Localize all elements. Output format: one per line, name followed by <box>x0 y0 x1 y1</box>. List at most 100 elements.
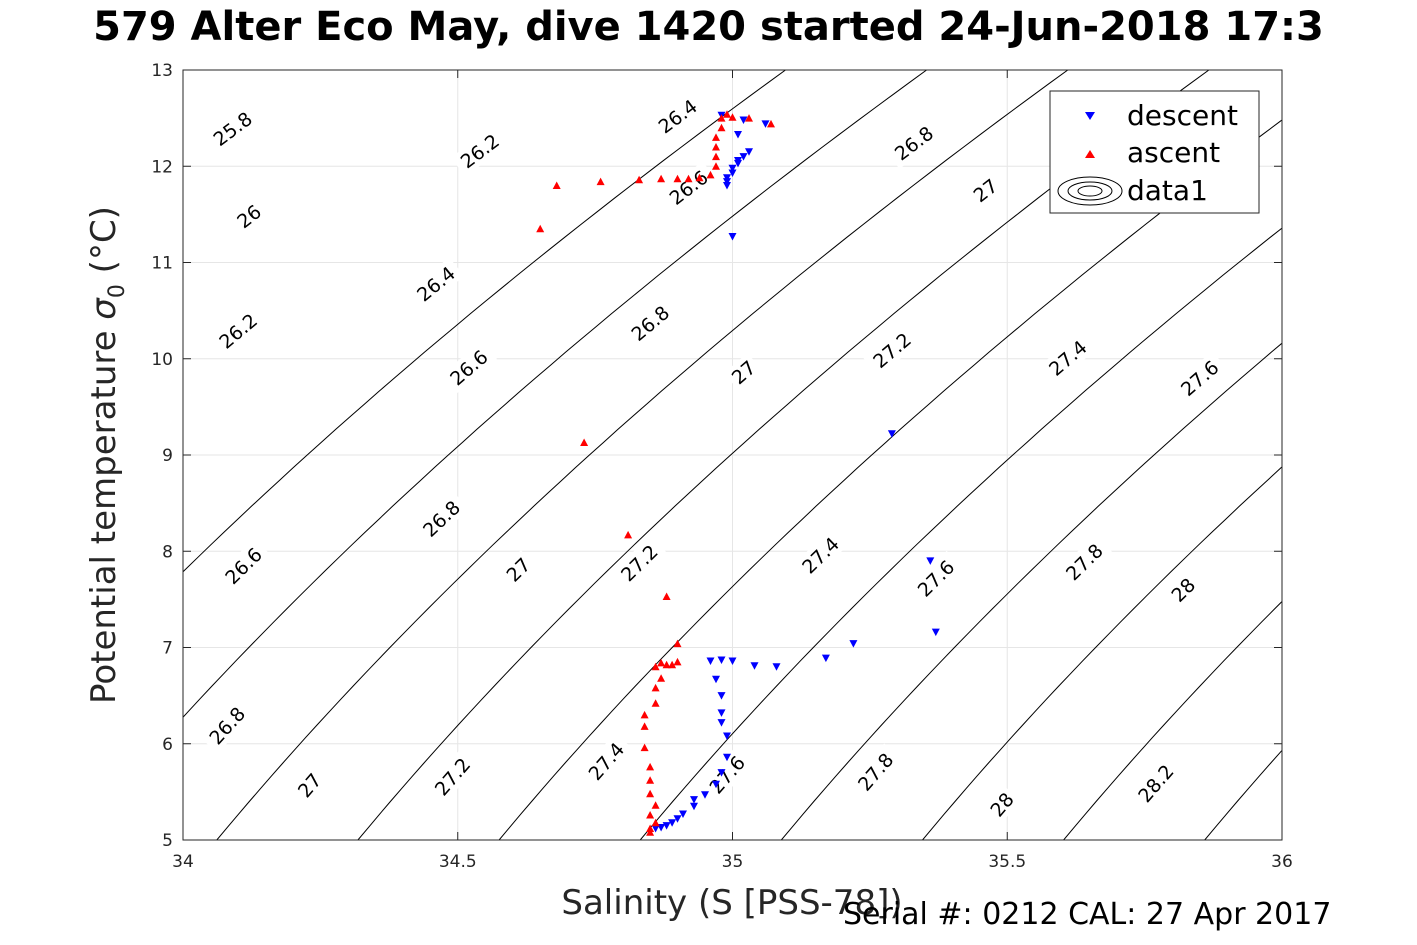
contour-label-bg <box>1163 570 1203 610</box>
contour-label-bg <box>1171 351 1228 405</box>
ascent-point <box>706 170 715 179</box>
contour-label-group: 27.4 <box>579 732 633 790</box>
ascent-point <box>673 639 682 648</box>
ascent-point <box>640 722 649 730</box>
descent-point <box>717 656 726 664</box>
contour-label-group: 27.4 <box>792 527 849 583</box>
descent-point <box>706 657 715 665</box>
contour-label: 28 <box>986 789 1018 822</box>
x-tick-label: 36 <box>1271 852 1293 872</box>
ascent-point <box>646 824 655 832</box>
y-tick-label: 5 <box>162 831 173 851</box>
isopycnal-26.6 <box>639 227 1282 840</box>
contour-label-group: 27.8 <box>1056 534 1112 590</box>
contour-label-group: 27 <box>498 550 538 589</box>
contour-label-bg <box>700 746 754 803</box>
contour-label-bg <box>982 784 1021 824</box>
descent-point <box>668 819 677 827</box>
contour-label-bg <box>611 535 667 591</box>
ascent-point <box>651 801 660 809</box>
x-tick-label: 34 <box>172 852 194 872</box>
ascent-point <box>673 174 682 183</box>
y-axis-label-main: Potential temperature <box>84 320 124 704</box>
contour-label-group: 27 <box>965 171 1005 210</box>
descent-point <box>690 802 698 811</box>
y-tick-label: 13 <box>151 61 173 81</box>
descent-point <box>728 169 737 177</box>
contour-label-group: 27.2 <box>425 748 480 805</box>
y-tick-label: 10 <box>151 350 173 370</box>
descent-point <box>728 233 737 241</box>
ascent-point <box>651 699 660 707</box>
y-tick-label: 9 <box>162 446 173 466</box>
descent-point <box>734 157 742 165</box>
contour-label-group: 26.2 <box>209 304 267 358</box>
legend-ascent-label: ascent <box>1127 136 1220 169</box>
ascent-point <box>651 683 660 692</box>
ascent-point <box>712 133 720 141</box>
descent-point <box>728 657 737 665</box>
descent-point <box>772 663 781 671</box>
isopycnal-26 <box>216 70 1069 840</box>
contour-label-bg <box>621 296 679 350</box>
contour-label: 26 <box>233 201 266 233</box>
ascent-point <box>662 660 671 669</box>
ascent-point <box>646 776 655 784</box>
contour-label-bg <box>407 257 465 311</box>
ascent-point <box>662 592 671 600</box>
contour-label-group: 26.2 <box>450 125 509 177</box>
contour-label-group: 27.4 <box>1039 331 1097 385</box>
contour-label-bg <box>215 538 272 594</box>
contour-label-group: 27 <box>290 765 329 805</box>
ascent-point <box>640 743 649 752</box>
ascent-point <box>646 828 655 836</box>
contour-label-group: 26.6 <box>215 538 272 594</box>
descent-point <box>712 675 720 684</box>
descent-point <box>690 796 698 804</box>
contour-label-bg <box>425 748 480 805</box>
descent-point <box>931 628 940 637</box>
contour-label-bg <box>199 697 255 754</box>
descent-point <box>723 753 731 762</box>
descent-point <box>750 662 759 670</box>
ascent-point <box>712 152 720 161</box>
contour-label-bg <box>290 765 329 805</box>
y-tick-label: 12 <box>151 157 173 177</box>
descent-point <box>723 182 731 190</box>
ascent-point <box>657 674 666 682</box>
contour-label-group: 27.2 <box>611 535 667 591</box>
contour-label: 27 <box>970 175 1003 207</box>
x-tick-label: 35.5 <box>988 852 1026 872</box>
descent-point <box>651 825 660 833</box>
legend-descent-marker <box>1085 112 1095 120</box>
isopycnal-27 <box>922 466 1282 840</box>
contour-label-group: 26.8 <box>621 296 679 350</box>
ascent-point <box>695 173 704 182</box>
descent-point <box>926 557 935 565</box>
ascent-point <box>552 181 561 189</box>
isopycnal-26.8 <box>780 342 1282 840</box>
ascent-point <box>646 811 655 819</box>
contour-label-group: 26 <box>229 197 269 236</box>
contour-label: 28 <box>1167 574 1200 607</box>
ascent-point <box>712 143 720 151</box>
chart-title: 579 Alter Eco May, dive 1420 started 24-… <box>93 4 1324 50</box>
y-axis-label-sigma: σ <box>84 297 124 320</box>
contour-label-group: 26.6 <box>659 161 718 214</box>
ascent-point <box>640 710 649 719</box>
descent-point <box>887 430 896 438</box>
ascent-point <box>717 114 726 122</box>
contour-label: 27 <box>503 554 536 587</box>
contour-label-bg <box>203 102 262 155</box>
contour-label-bg <box>440 340 498 395</box>
descent-point <box>662 822 671 830</box>
descent-point <box>717 769 726 777</box>
contour-label-bg <box>863 323 921 377</box>
contour-label-bg <box>659 161 718 214</box>
descent-point <box>717 692 726 700</box>
isopycnal-27.2 <box>1063 600 1282 840</box>
isopycnal-25.6 <box>183 70 786 573</box>
ascent-point <box>651 662 660 671</box>
descent-point <box>701 791 709 799</box>
